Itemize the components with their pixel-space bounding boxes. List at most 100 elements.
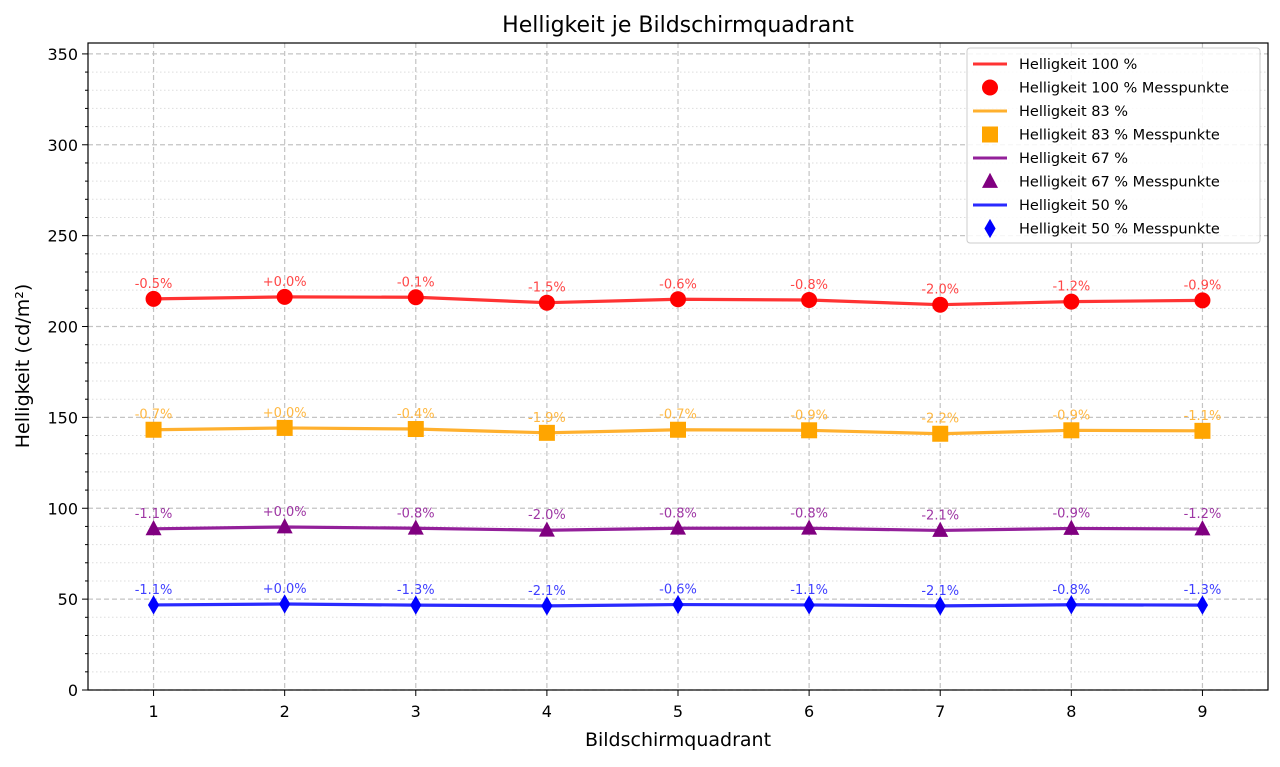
data-point [145, 519, 162, 536]
x-tick-label: 8 [1066, 702, 1076, 721]
x-tick-label: 3 [411, 702, 421, 721]
legend-entry: Helligkeit 83 % Messpunkte [1019, 128, 1220, 144]
data-label: -0.1% [397, 275, 435, 290]
data-point [803, 595, 815, 615]
data-point [276, 419, 293, 436]
y-tick-label: 150 [47, 408, 78, 427]
data-label: -2.0% [528, 508, 566, 523]
data-label: -1.3% [397, 583, 435, 598]
data-label: -2.1% [921, 584, 959, 599]
data-point [407, 289, 424, 306]
legend-entry: Helligkeit 100 % [1019, 57, 1137, 73]
data-label: -1.1% [135, 507, 173, 522]
y-tick-label: 200 [47, 318, 78, 337]
x-tick-label: 4 [542, 702, 552, 721]
data-point [1065, 595, 1077, 615]
data-label: -0.8% [790, 278, 828, 293]
data-point [801, 422, 818, 439]
data-point [407, 421, 424, 438]
data-label: -0.8% [397, 506, 435, 521]
x-tick-label: 5 [673, 702, 683, 721]
data-point [932, 521, 949, 537]
chart-title: Helligkeit je Bildschirmquadrant [502, 13, 854, 38]
data-label: -0.9% [1052, 506, 1090, 521]
data-point [541, 596, 553, 616]
y-tick-label: 0 [68, 681, 78, 700]
data-label: -2.1% [921, 508, 959, 523]
data-label: -1.5% [528, 281, 566, 296]
data-point [1063, 293, 1080, 310]
data-point [672, 594, 684, 615]
data-point [1194, 292, 1211, 309]
y-tick-label: 50 [58, 590, 78, 609]
data-point [1063, 519, 1080, 535]
data-point [276, 288, 293, 305]
y-axis-label: Helligkeit (cd/m²) [12, 284, 34, 449]
data-label: -1.1% [135, 583, 173, 598]
data-point [932, 425, 949, 442]
data-point [670, 421, 686, 438]
data-label: -1.1% [1184, 409, 1222, 424]
data-point [538, 521, 555, 537]
series-3: -1.1% +0.0% -1.3% -2.1% -0.6% -1.1% -2.1% -0.8%… [135, 582, 1222, 616]
data-point [801, 519, 818, 535]
data-point [932, 296, 949, 313]
x-tick-label: 9 [1197, 702, 1207, 721]
data-label: -1.1% [790, 583, 828, 598]
data-label: -0.9% [790, 408, 828, 423]
y-tick-label: 300 [47, 136, 78, 155]
data-label: -1.3% [1184, 583, 1222, 598]
data-label: -0.6% [659, 583, 697, 598]
data-label: +0.0% [263, 406, 307, 421]
series-0: -0.5% +0.0% -0.1% -1.5% -0.6% -0.8% -2.0% -1.2%… [135, 275, 1222, 313]
series-1: -0.7% +0.0% -0.4% -1.9% -0.7% -0.9% -2.2% -0.9%… [135, 406, 1222, 442]
data-point [407, 519, 424, 535]
legend-marker-swatch [982, 172, 998, 188]
legend-marker-swatch [984, 218, 996, 239]
data-label: -2.1% [528, 584, 566, 599]
y-tick-label: 100 [47, 499, 78, 518]
legend-marker-swatch [982, 126, 998, 143]
y-tick-label: 250 [47, 227, 78, 246]
y-tick-label: 350 [47, 45, 78, 64]
data-point [670, 519, 686, 535]
data-label: -0.7% [659, 408, 697, 423]
data-label: -1.2% [1184, 507, 1222, 522]
x-tick-label: 2 [280, 702, 290, 721]
data-point [538, 294, 555, 311]
legend-entry: Helligkeit 67 % [1019, 151, 1128, 167]
data-label: -0.8% [659, 506, 697, 521]
legend-entry: Helligkeit 50 % Messpunkte [1019, 222, 1220, 238]
legend: Helligkeit 100 % Helligkeit 100 % Messpun… [966, 47, 1261, 244]
data-point [670, 291, 686, 308]
data-label: -0.6% [659, 277, 697, 292]
legend-entry: Helligkeit 100 % Messpunkte [1019, 81, 1229, 97]
data-label: -0.9% [1184, 278, 1222, 293]
data-label: -0.8% [790, 506, 828, 521]
legend-entry: Helligkeit 67 % Messpunkte [1019, 175, 1220, 191]
data-point [1194, 422, 1211, 439]
x-tick-label: 7 [935, 702, 945, 721]
legend-entry: Helligkeit 83 % [1019, 104, 1128, 120]
data-point [145, 290, 162, 307]
data-point [145, 421, 162, 438]
x-axis-label: Bildschirmquadrant [585, 729, 771, 751]
legend-entry: Helligkeit 50 % [1019, 198, 1128, 214]
data-point [279, 594, 291, 614]
legend-box [966, 47, 1261, 244]
legend-marker-swatch [982, 79, 998, 96]
data-point [276, 518, 293, 534]
data-label: -2.0% [921, 283, 959, 298]
x-tick-label: 6 [804, 702, 814, 721]
data-label: -2.2% [921, 412, 959, 427]
data-label: +0.0% [263, 582, 307, 597]
data-label: -0.8% [1052, 583, 1090, 598]
data-point [147, 595, 160, 615]
data-label: -1.9% [528, 411, 566, 426]
data-label: -0.9% [1052, 408, 1090, 423]
x-tick-label: 1 [148, 702, 158, 721]
data-label: -0.5% [135, 277, 173, 292]
series-2: -1.1% +0.0% -0.8% -2.0% -0.8% -0.8% -2.1% -0.9%… [135, 505, 1222, 537]
data-point [1063, 422, 1080, 439]
